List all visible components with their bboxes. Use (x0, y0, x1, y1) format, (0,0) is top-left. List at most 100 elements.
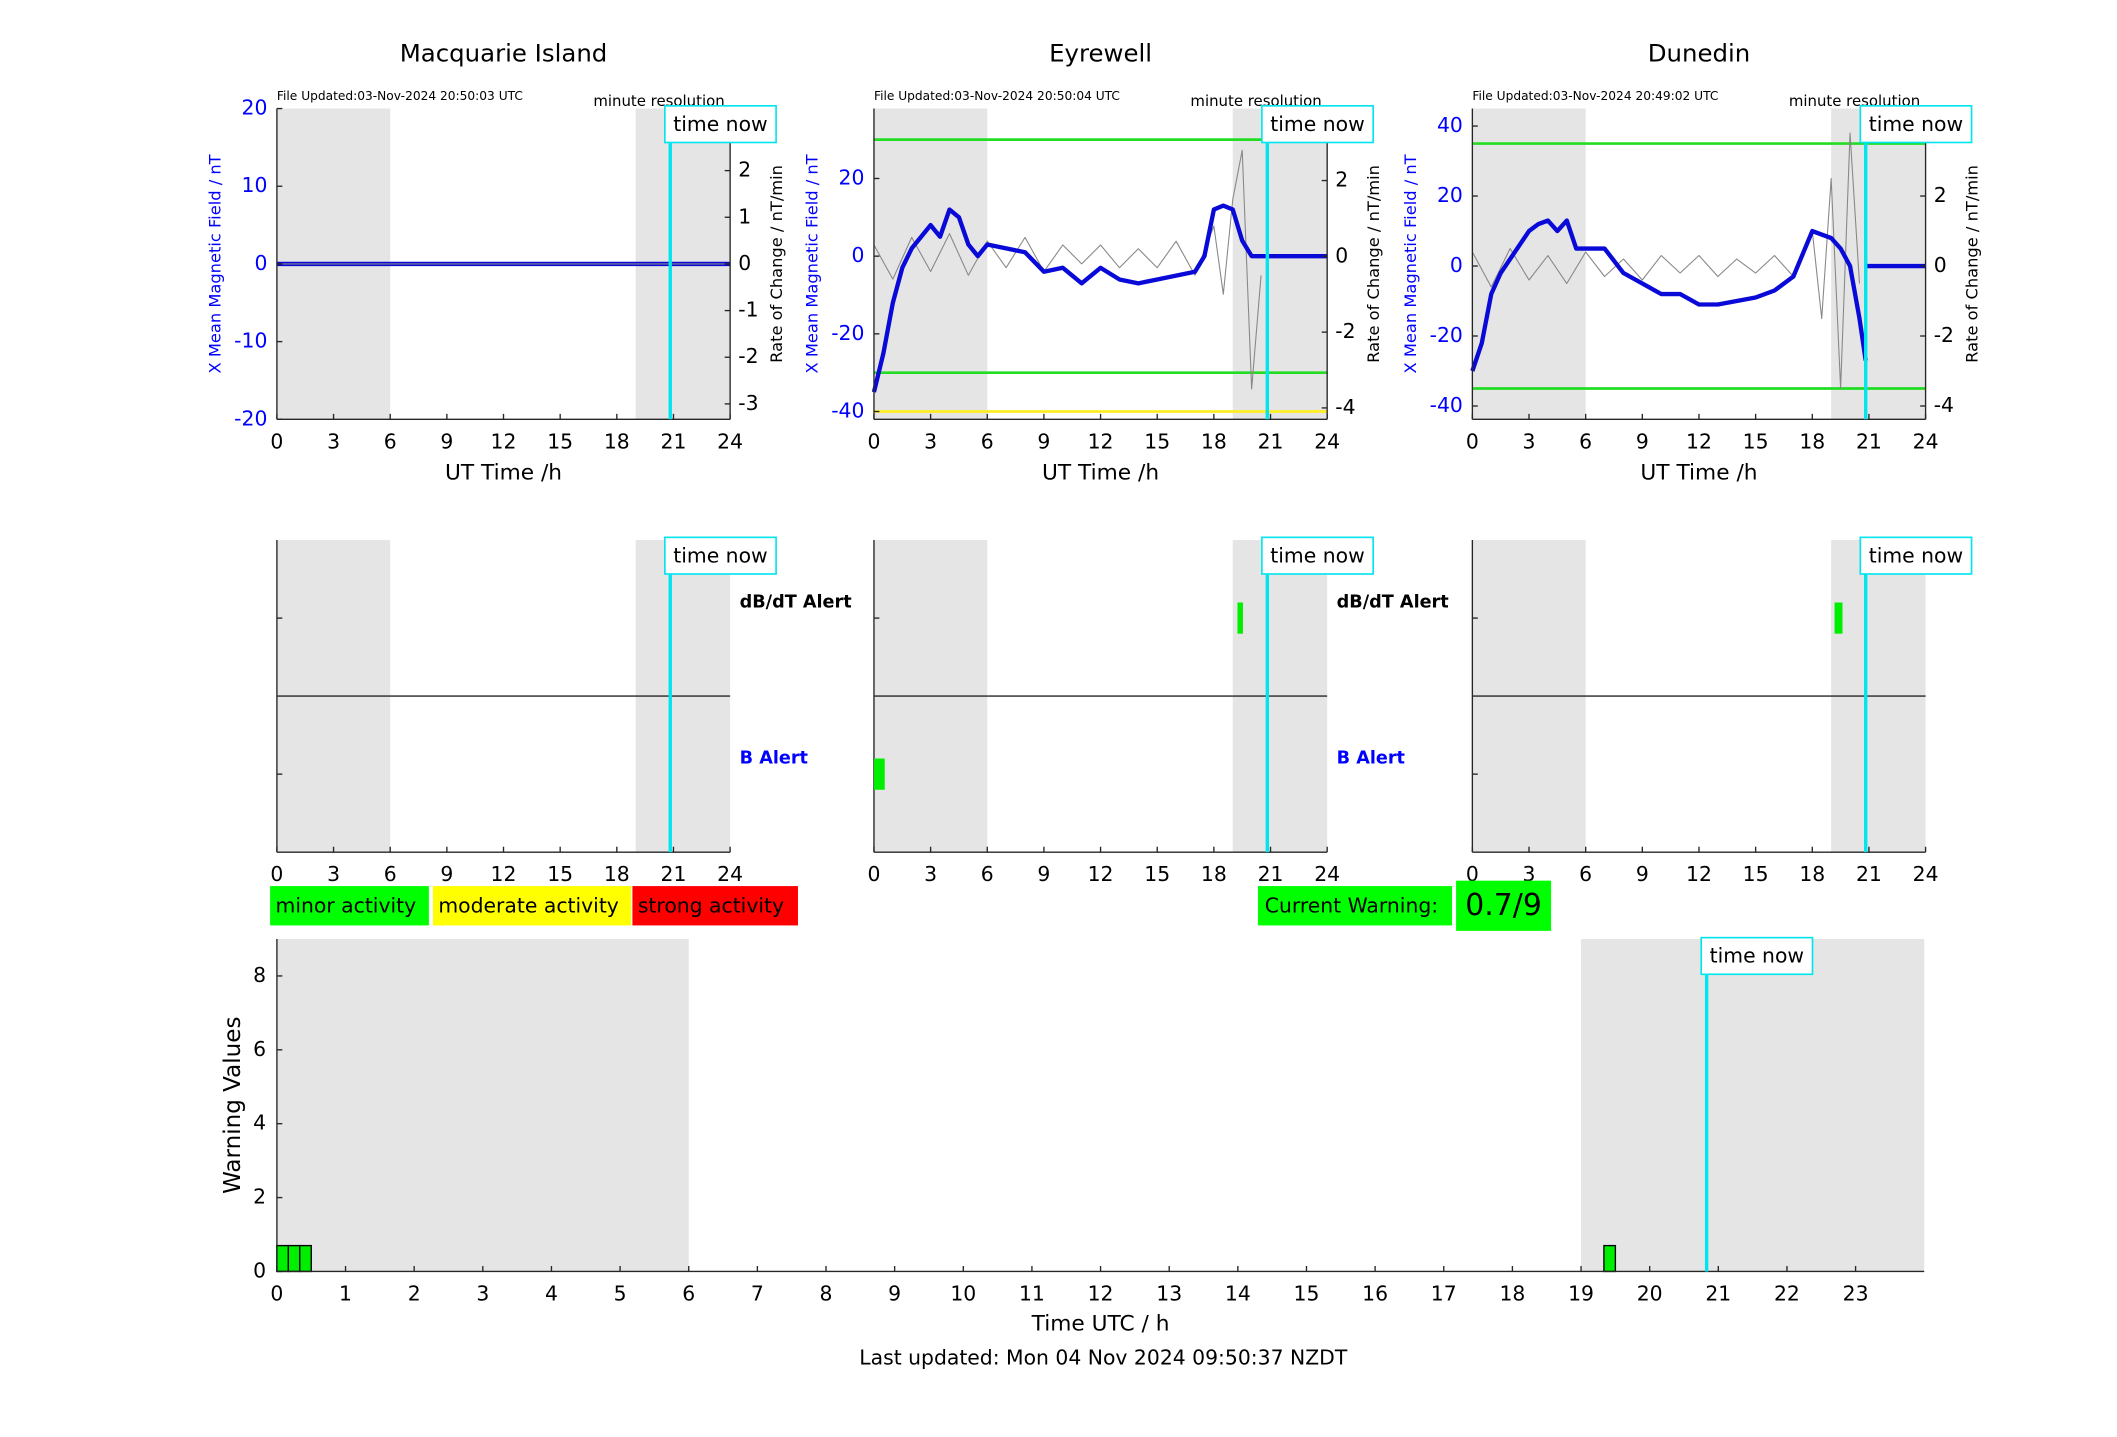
time-now-label: time now (1270, 112, 1364, 136)
time-now-box (664, 105, 777, 144)
db-alert-label: dB/dT Alert (740, 592, 853, 612)
x-tick-label: 19 (1568, 1282, 1594, 1306)
alert-bar (873, 758, 885, 790)
y-tick-label: -10 (234, 329, 267, 353)
y-axis-label: X Mean Magnetic Field / nT (1401, 154, 1420, 373)
x-tick-label: 18 (1201, 862, 1227, 886)
x-tick-label: 9 (1037, 862, 1050, 886)
x-tick-label: 15 (1743, 862, 1769, 886)
x-tick-label: 18 (1799, 429, 1825, 453)
x-tick-label: 18 (1799, 862, 1825, 886)
x-tick-label: 15 (1743, 429, 1769, 453)
field-line (871, 203, 1328, 393)
y-axis-label: X Mean Magnetic Field / nT (205, 154, 224, 373)
y-tick-label: 8 (253, 963, 266, 987)
x-tick-label: 0 (1466, 862, 1479, 886)
x-tick-label: 3 (476, 1282, 489, 1306)
time-now-box (664, 536, 777, 575)
x-tick-label: 24 (1913, 862, 1939, 886)
chart-title: Dunedin (1648, 38, 1751, 67)
chart-title: Macquarie Island (400, 38, 608, 67)
y2-tick-label: -1 (738, 298, 758, 322)
y2-axis-label: Rate of Change / nT/min (767, 165, 786, 363)
file-updated: File Updated:03-Nov-2024 20:50:04 UTC (874, 89, 1120, 103)
x-tick-label: 15 (1144, 429, 1170, 453)
legend-label: moderate activity (438, 893, 618, 917)
y-tick-label: 0 (254, 251, 267, 275)
x-axis-label: UT Time /h (445, 461, 562, 486)
y-tick-label: 40 (1437, 113, 1463, 137)
x-tick-label: 12 (1686, 862, 1712, 886)
x-tick-label: 12 (491, 862, 517, 886)
x-tick-label: 23 (1843, 1282, 1869, 1306)
b-alert-label: B Alert (1337, 749, 1406, 769)
y-tick-label: 0 (1450, 253, 1463, 277)
b-alert-label: B Alert (740, 749, 809, 769)
y2-tick-label: -2 (1335, 319, 1355, 343)
legend-swatch (632, 886, 798, 926)
night-shade (276, 939, 689, 1272)
x-tick-label: 20 (1637, 1282, 1663, 1306)
x-tick-label: 0 (270, 429, 283, 453)
x-tick-label: 24 (1314, 429, 1340, 453)
y-tick-label: -20 (1430, 323, 1463, 347)
y-tick-label: 20 (1437, 183, 1463, 207)
time-now-label: time now (1869, 112, 1963, 136)
y2-tick-label: -4 (1335, 395, 1355, 419)
x-tick-label: 3 (327, 862, 340, 886)
time-now-label: time now (1270, 543, 1364, 567)
x-tick-label: 24 (717, 862, 743, 886)
y2-axis-label: Rate of Change / nT/min (1364, 165, 1383, 363)
warning-bar (299, 1244, 312, 1273)
y-tick-label: -20 (831, 321, 864, 345)
x-axis-label: Time UTC / h (1031, 1311, 1170, 1336)
y-tick-label: 10 (242, 173, 268, 197)
y-axis-label: Warning Values (220, 1017, 246, 1194)
x-tick-label: 11 (1019, 1282, 1045, 1306)
x-tick-label: 9 (888, 1282, 901, 1306)
x-tick-label: 9 (440, 862, 453, 886)
x-tick-label: 24 (1314, 862, 1340, 886)
x-axis-label: UT Time /h (1640, 461, 1757, 486)
y-tick-label: 0 (253, 1258, 266, 1282)
x-tick-label: 9 (1636, 862, 1649, 886)
rate-line (1471, 132, 1861, 390)
x-tick-label: 18 (604, 862, 630, 886)
time-now-box (1261, 536, 1374, 575)
alert-bar (1834, 602, 1843, 634)
legend-swatch (270, 886, 429, 926)
x-tick-label: 15 (1294, 1282, 1320, 1306)
warning-bar (276, 1244, 290, 1273)
x-tick-label: 14 (1225, 1282, 1251, 1306)
x-tick-label: 21 (661, 862, 687, 886)
x-tick-label: 12 (1088, 1282, 1114, 1306)
y-tick-label: 2 (253, 1185, 266, 1209)
x-tick-label: 0 (867, 429, 880, 453)
y2-tick-label: 0 (738, 251, 751, 275)
x-tick-label: 18 (604, 429, 630, 453)
y2-tick-label: 2 (1934, 183, 1947, 207)
file-updated: File Updated:03-Nov-2024 20:49:02 UTC (1472, 89, 1718, 103)
x-tick-label: 6 (981, 862, 994, 886)
current-warning-value: 0.7/9 (1465, 888, 1542, 923)
y-tick-label: 4 (253, 1111, 266, 1135)
y2-tick-label: 0 (1335, 243, 1348, 267)
x-tick-label: 15 (547, 862, 573, 886)
time-now-label: time now (1869, 543, 1963, 567)
night-shade (873, 108, 988, 420)
x-tick-label: 6 (384, 429, 397, 453)
x-tick-label: 12 (491, 429, 517, 453)
x-tick-label: 12 (1088, 429, 1114, 453)
x-tick-label: 16 (1362, 1282, 1388, 1306)
night-shade (1472, 108, 1586, 420)
y-tick-label: 6 (253, 1037, 266, 1061)
warning-bar (1603, 1244, 1617, 1273)
x-tick-label: 3 (1523, 862, 1536, 886)
x-tick-label: 8 (820, 1282, 833, 1306)
y-tick-label: -20 (234, 406, 267, 430)
x-tick-label: 21 (1705, 1282, 1731, 1306)
rate-line (873, 149, 1262, 390)
x-tick-label: 6 (682, 1282, 695, 1306)
legend-label: minor activity (276, 893, 417, 917)
y-tick-label: 20 (839, 165, 865, 189)
